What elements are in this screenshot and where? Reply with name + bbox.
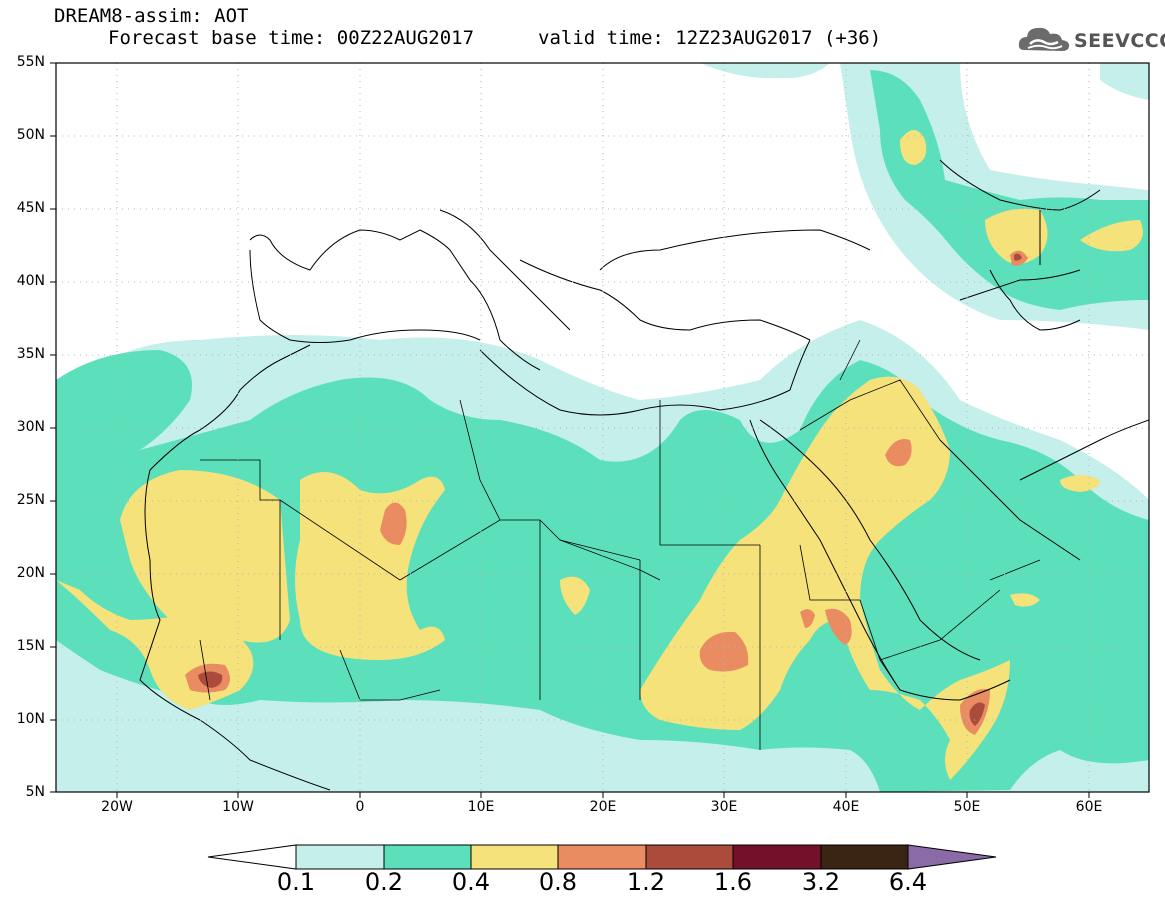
lat-label: 30N xyxy=(16,419,45,435)
colorbar-bin-0.1 xyxy=(295,844,385,870)
time-info-row: Forecast base time: 00Z22AUG2017 valid t… xyxy=(54,27,881,93)
lat-label: 35N xyxy=(16,346,45,362)
lat-label: 10N xyxy=(16,711,45,727)
lat-label: 45N xyxy=(16,200,45,216)
lon-label: 30E xyxy=(710,799,738,815)
coastlines xyxy=(139,159,1149,791)
colorbar-label: 6.4 xyxy=(888,868,928,896)
lon-label: 60E xyxy=(1075,799,1103,815)
colorbar xyxy=(207,844,997,870)
aot-field xyxy=(56,63,1149,792)
colorbar-bin-1.2 xyxy=(645,844,734,870)
colorbar-label: 1.2 xyxy=(626,868,666,896)
colorbar-bin-0.4 xyxy=(470,844,559,870)
colorbar-label: 1.6 xyxy=(713,868,753,896)
lat-label: 15N xyxy=(16,638,45,654)
colorbar-label: 0.1 xyxy=(276,868,316,896)
colorbar-bin-0.2 xyxy=(383,844,472,870)
map-title: DREAM8-assim: AOT xyxy=(54,5,249,27)
lon-label: 0 xyxy=(355,799,365,815)
logo-text: SEEVCCC xyxy=(1074,30,1165,52)
forecast-base-time: Forecast base time: 00Z22AUG2017 xyxy=(108,27,475,49)
lon-label: 20E xyxy=(589,799,617,815)
grid-lines xyxy=(56,63,1149,792)
lon-label: 20W xyxy=(101,799,133,815)
lat-label: 5N xyxy=(25,784,45,800)
lon-label: 50E xyxy=(953,799,981,815)
lat-label: 25N xyxy=(16,492,45,508)
axis-ticks xyxy=(50,62,1090,798)
colorbar-label: 3.2 xyxy=(801,868,841,896)
aot-contour-1.2 xyxy=(198,253,1022,726)
colorbar-label: 0.4 xyxy=(451,868,491,896)
colorbar-bin-0.8 xyxy=(557,844,647,870)
colorbar-below-triangle xyxy=(207,844,297,870)
lat-label: 55N xyxy=(16,54,45,70)
lon-label: 40E xyxy=(832,799,860,815)
colorbar-label: 0.8 xyxy=(538,868,578,896)
lat-label: 20N xyxy=(16,565,45,581)
colorbar-label: 0.2 xyxy=(364,868,404,896)
colorbar-bin-1.6 xyxy=(732,844,822,870)
country-borders xyxy=(199,339,1041,750)
lon-label: 10E xyxy=(467,799,495,815)
cloud-logo-icon xyxy=(1018,27,1070,51)
lat-label: 40N xyxy=(16,273,45,289)
seevccc-logo: SEEVCCC xyxy=(1016,22,1165,58)
valid-time: valid time: 12Z23AUG2017 (+36) xyxy=(538,27,882,49)
colorbar-above-triangle xyxy=(907,844,997,870)
lat-label: 50N xyxy=(16,127,45,143)
colorbar-bin-3.2 xyxy=(820,844,909,870)
lon-label: 10W xyxy=(222,799,254,815)
